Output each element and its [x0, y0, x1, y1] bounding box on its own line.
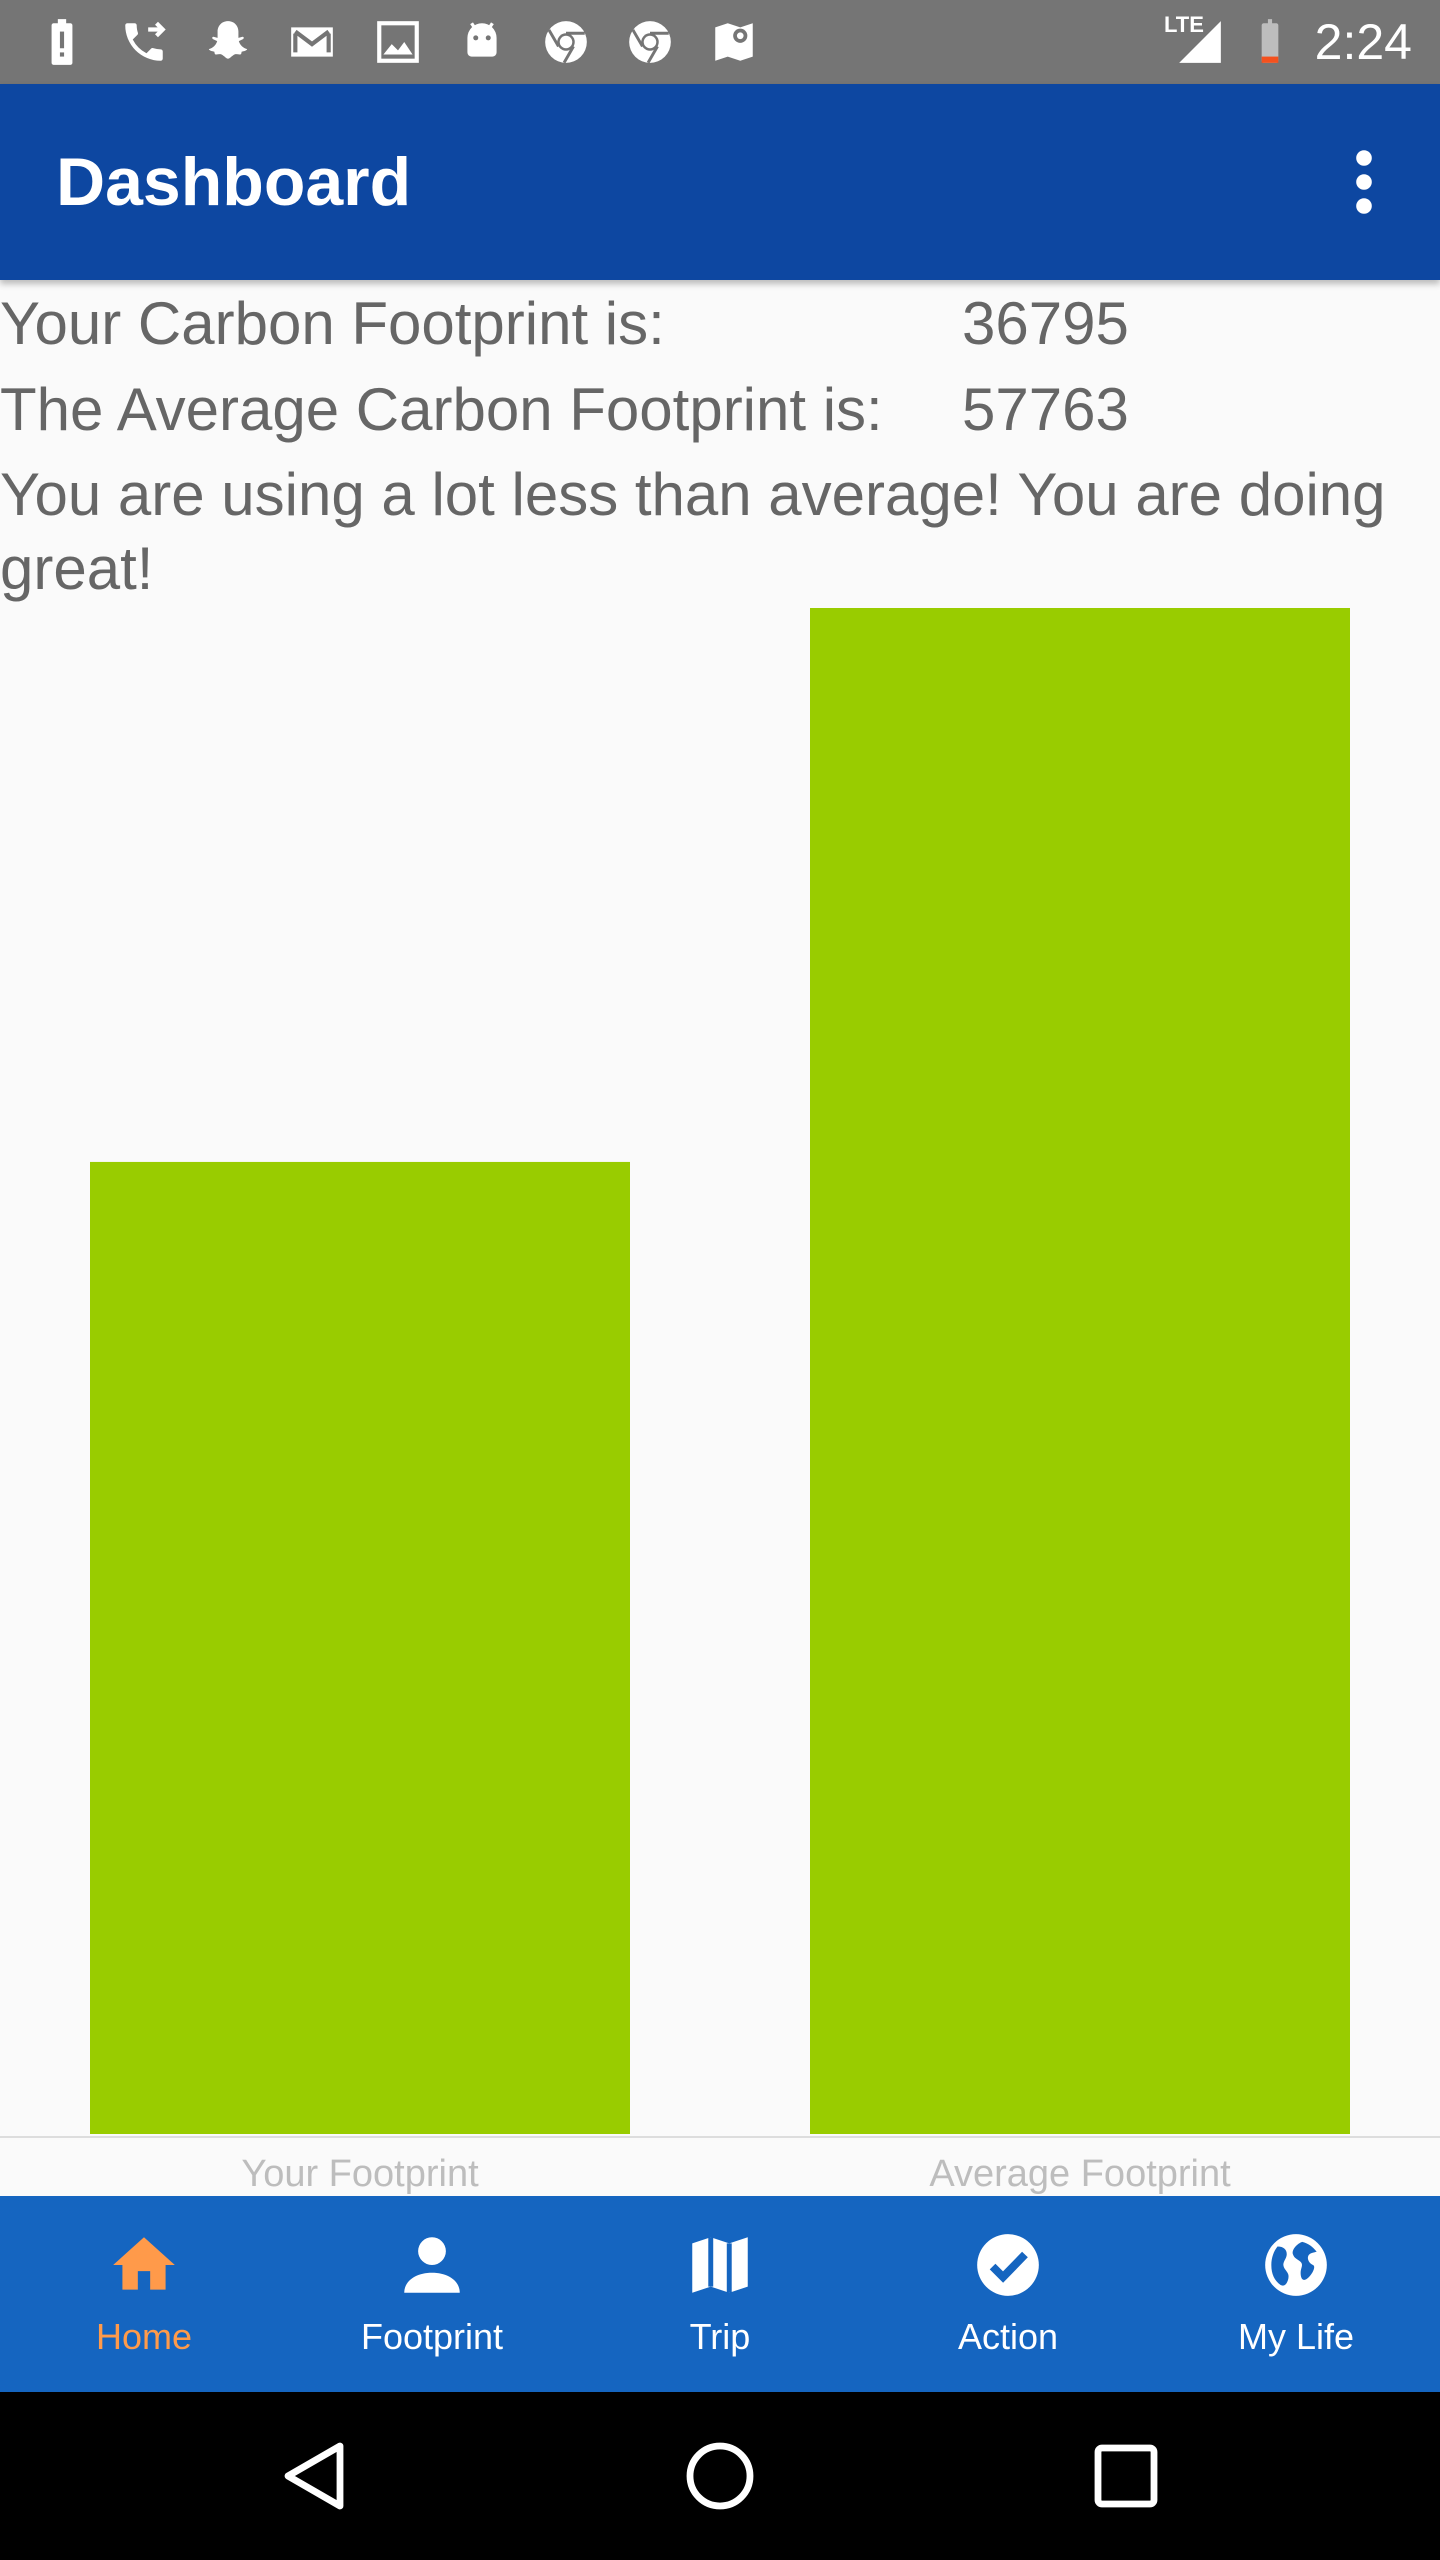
network-type: LTE — [1164, 12, 1204, 37]
chart-bar-1 — [810, 608, 1350, 2134]
your-footprint-label: Your Carbon Footprint is: — [0, 290, 665, 357]
nav-item-my-life[interactable]: My Life — [1152, 2196, 1440, 2392]
battery-alert-icon — [34, 14, 90, 70]
footprint-message: You are using a lot less than average! Y… — [0, 461, 1386, 602]
average-footprint-value: 57763 — [962, 376, 1129, 443]
your-footprint-value: 36795 — [962, 290, 1129, 357]
chart-bar-0 — [90, 1161, 630, 2134]
battery-low-icon — [1242, 14, 1298, 70]
average-footprint-label: The Average Carbon Footprint is: — [0, 376, 883, 443]
back-button[interactable] — [276, 2436, 356, 2516]
nav-item-footprint[interactable]: Footprint — [288, 2196, 576, 2392]
globe-icon — [1265, 2234, 1327, 2296]
signal-icon — [1172, 14, 1228, 70]
system-navigation-bar — [0, 2392, 1440, 2560]
nav-label-footprint: Footprint — [360, 2316, 504, 2357]
nav-label-my-life: My Life — [1237, 2316, 1355, 2357]
bottom-navigation: Home Footprint Trip Action My Life — [0, 2196, 1440, 2392]
nav-item-action[interactable]: Action — [864, 2196, 1152, 2392]
home-circle-icon — [686, 2442, 754, 2510]
nav-label-trip: Trip — [689, 2316, 751, 2357]
page-title: Dashboard — [56, 144, 412, 220]
gmail-icon — [284, 14, 340, 70]
phone-forwarded-icon — [116, 14, 172, 70]
image-icon — [370, 14, 426, 70]
nav-item-trip[interactable]: Trip — [576, 2196, 864, 2392]
check-circle-icon — [977, 2234, 1039, 2296]
status-bar: LTE 2:24 — [0, 0, 1440, 84]
chart-category-label-1: Average Footprint — [929, 2153, 1231, 2195]
android-icon — [454, 14, 510, 70]
chart-category-label-0: Your Footprint — [241, 2153, 479, 2195]
chart-canvas: Your Footprint Average Footprint — [0, 608, 1440, 2195]
more-vert-icon — [1356, 150, 1372, 214]
nav-item-home[interactable]: Home — [0, 2196, 288, 2392]
nav-label-home: Home — [95, 2316, 193, 2357]
person-icon — [404, 2237, 460, 2293]
map-icon — [692, 2237, 748, 2293]
recents-button[interactable] — [1086, 2436, 1166, 2516]
back-icon — [284, 2442, 344, 2510]
chrome-icon — [622, 14, 678, 70]
home-icon — [113, 2237, 175, 2290]
nav-label-action: Action — [957, 2316, 1059, 2357]
maps-icon — [706, 14, 762, 70]
clock: 2:24 — [1314, 14, 1412, 70]
recents-icon — [1094, 2444, 1158, 2508]
app-bar: Dashboard — [0, 84, 1440, 280]
snapchat-icon — [200, 14, 256, 70]
chrome-icon — [538, 14, 594, 70]
home-button[interactable] — [680, 2436, 760, 2516]
footprint-bar-chart: Your Footprint Average Footprint — [0, 600, 1440, 2200]
overflow-menu-button[interactable] — [1328, 146, 1400, 218]
